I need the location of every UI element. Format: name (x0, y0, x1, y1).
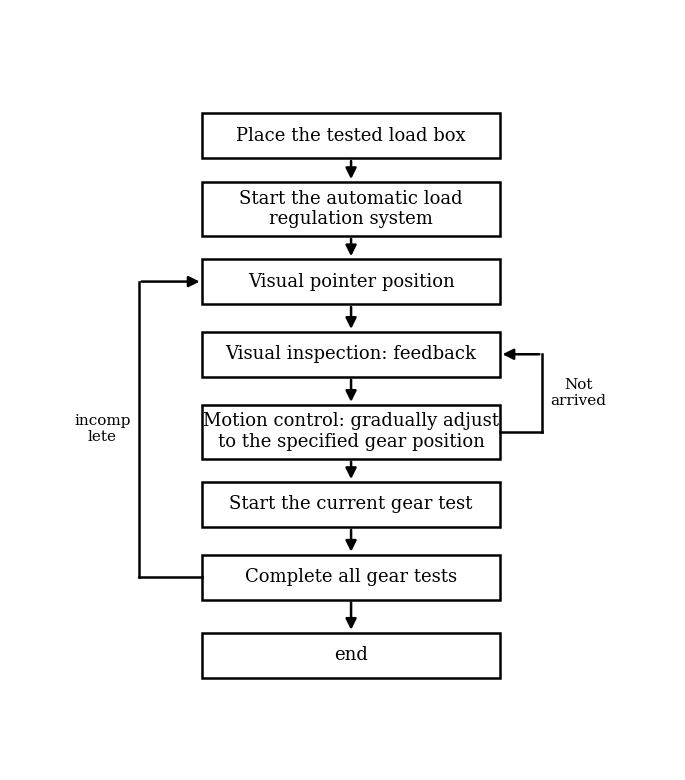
FancyBboxPatch shape (203, 259, 500, 304)
FancyBboxPatch shape (203, 555, 500, 600)
FancyBboxPatch shape (203, 405, 500, 459)
Text: Visual inspection: feedback: Visual inspection: feedback (225, 346, 477, 363)
FancyBboxPatch shape (203, 482, 500, 527)
Text: Complete all gear tests: Complete all gear tests (245, 568, 457, 586)
FancyBboxPatch shape (203, 113, 500, 158)
Text: Not
arrived: Not arrived (550, 378, 606, 408)
Text: Place the tested load box: Place the tested load box (236, 126, 466, 144)
FancyBboxPatch shape (203, 633, 500, 678)
FancyBboxPatch shape (203, 182, 500, 236)
FancyBboxPatch shape (203, 332, 500, 377)
Text: incomp
lete: incomp lete (74, 414, 131, 445)
Text: Visual pointer position: Visual pointer position (248, 272, 454, 291)
Text: end: end (334, 646, 368, 664)
Text: Start the current gear test: Start the current gear test (229, 495, 473, 513)
Text: Start the automatic load
regulation system: Start the automatic load regulation syst… (239, 190, 463, 229)
Text: Motion control: gradually adjust
to the specified gear position: Motion control: gradually adjust to the … (203, 413, 499, 451)
